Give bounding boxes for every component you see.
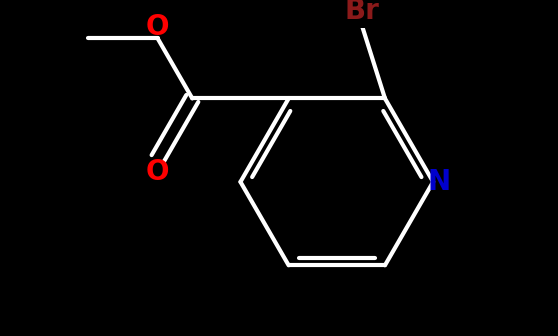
Text: O: O <box>146 13 170 41</box>
Text: N: N <box>428 168 451 196</box>
Text: O: O <box>146 159 170 186</box>
Text: Br: Br <box>344 0 379 26</box>
